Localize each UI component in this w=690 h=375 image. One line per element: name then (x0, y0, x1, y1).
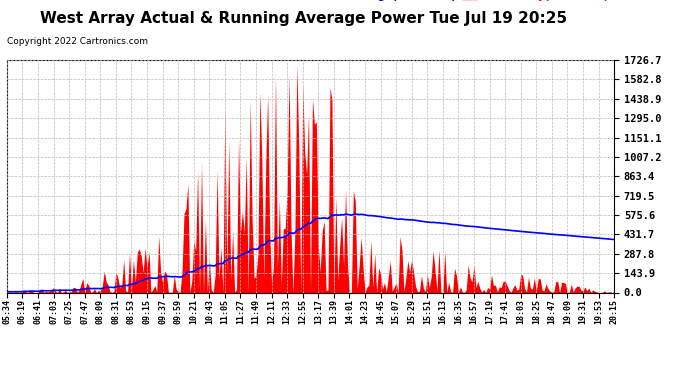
Legend: Average(DC Watts), West Array(DC Watts): Average(DC Watts), West Array(DC Watts) (326, 0, 609, 1)
Text: Copyright 2022 Cartronics.com: Copyright 2022 Cartronics.com (7, 38, 148, 46)
Text: West Array Actual & Running Average Power Tue Jul 19 20:25: West Array Actual & Running Average Powe… (40, 11, 567, 26)
